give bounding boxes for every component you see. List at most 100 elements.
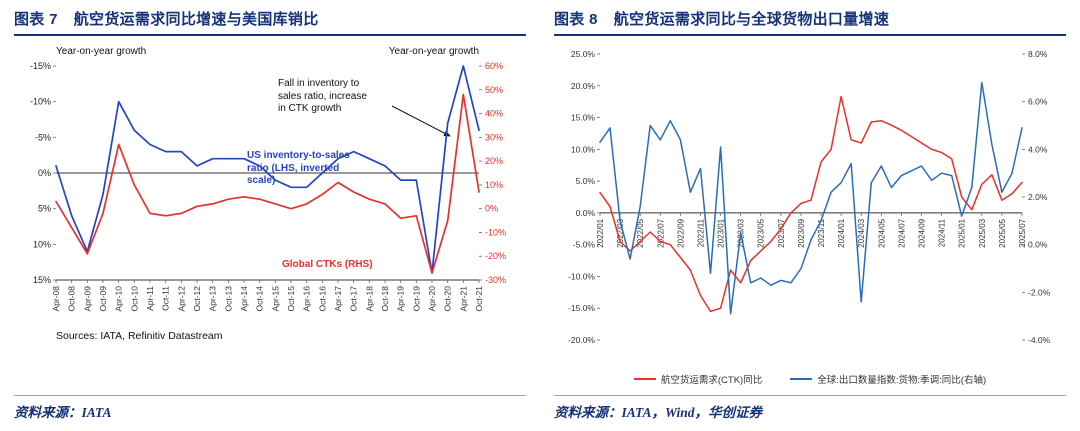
x-tick-label: 2023/01	[717, 218, 726, 247]
x-tick-label: 2022/09	[676, 218, 685, 247]
x-tick-label: Apr-08	[51, 286, 61, 312]
y-right-tick-label: -20%	[485, 251, 506, 261]
x-tick-label: Apr-14	[239, 286, 249, 312]
x-tick-label: 2022/03	[616, 218, 625, 247]
red-line-icon	[633, 378, 656, 380]
x-tick-label: 2022/05	[636, 218, 645, 247]
inventory-ctk-chart: Year-on-year growth Year-on-year growth …	[30, 46, 506, 312]
x-tick-label: Oct-16	[317, 286, 327, 312]
x-tick-label: Apr-15	[270, 286, 280, 312]
x-tick-label: Oct-08	[67, 286, 77, 312]
x-tick-label: Oct-19	[411, 286, 421, 312]
x-tick-label: Oct-20	[443, 286, 453, 312]
x-tick-label: 2025/05	[998, 218, 1007, 247]
x-tick-label: 2024/01	[837, 218, 846, 247]
y-left-tick-label: 5%	[38, 204, 51, 214]
x-tick-label: Oct-18	[380, 286, 390, 312]
legend-label-ctk: 航空货运需求(CTK)同比	[660, 375, 763, 386]
right-title-text: 航空货运需求同比与全球货物出口量增速	[613, 11, 890, 28]
x-tick-label: Oct-21	[474, 286, 484, 312]
right-panel-title: 图表 8 航空货运需求同比与全球货物出口量增速	[554, 8, 1066, 36]
legend-label-export: 全球:出口数量指数:货物:季调:同比(右轴)	[817, 375, 987, 386]
x-tick-label: Apr-11	[145, 286, 155, 311]
x-tick-label: Oct-15	[286, 286, 296, 312]
y-left-tick-label: -5.0%	[573, 240, 596, 250]
x-tick-label: 2025/01	[958, 218, 967, 247]
y-left-tick-label: 15%	[33, 275, 51, 285]
annotation-inventory-fall: Fall in inventory to sales ratio, increa…	[278, 78, 367, 114]
x-tick-label: Apr-12	[176, 286, 186, 312]
y-left-tick-label: 10.0%	[571, 144, 596, 154]
x-tick-label: 2024/03	[857, 218, 866, 247]
x-tick-label: 2023/09	[797, 218, 806, 247]
x-tick-label: Oct-11	[161, 286, 171, 311]
x-tick-label: Apr-10	[114, 286, 124, 312]
blue-line-icon	[790, 378, 813, 380]
right-chart-panel: 图表 8 航空货运需求同比与全球货物出口量增速 25.0% 20.0% 15.0% 10…	[540, 0, 1080, 431]
sources-note: Sources: IATA, Refinitiv Datastream	[56, 330, 223, 342]
x-tick-label: 2024/07	[897, 218, 906, 247]
y-right-tick-label: -10%	[485, 227, 506, 237]
x-tick-label: 2022/11	[696, 218, 705, 247]
right-title-prefix: 图表 8	[554, 11, 598, 28]
legend-item-ctk: 航空货运需求(CTK)同比	[633, 372, 763, 386]
y-right-tick-label: 30%	[485, 132, 503, 142]
label-us-inventory-series: US inventory-to-sales ratio (LHS, invert…	[247, 150, 350, 186]
x-tick-label: 2022/07	[656, 218, 665, 247]
left-axis-title: Year-on-year growth	[56, 46, 146, 57]
left-chart-panel: 图表 7 航空货运需求同比增速与美国库销比 Year-on-year growth…	[14, 8, 526, 421]
x-tick-label: Oct-13	[223, 286, 233, 312]
series-line-0	[599, 95, 1023, 313]
right-source-text: 资料来源：IATA，Wind，华创证券	[554, 405, 763, 420]
y-left-tick-label: -10%	[30, 97, 51, 107]
x-tick-label: Oct-14	[255, 286, 265, 312]
left-panel-title: 图表 7 航空货运需求同比增速与美国库销比	[14, 8, 526, 36]
y-left-tick-label: 25.0%	[571, 49, 596, 59]
y-right-tick-label: 40%	[485, 109, 503, 119]
y-right-tick-label: 6.0%	[1028, 97, 1048, 107]
x-tick-label: Oct-12	[192, 286, 202, 312]
x-tick-label: Oct-17	[349, 286, 359, 312]
x-tick-label: Apr-16	[302, 286, 312, 312]
x-tick-label: 2024/09	[918, 218, 927, 247]
y-left-tick-label: 10%	[33, 239, 51, 249]
y-right-tick-label: 50%	[485, 85, 503, 95]
x-tick-label: 2022/01	[596, 218, 605, 247]
y-left-tick-label: 15.0%	[571, 113, 596, 123]
y-right-tick-label: 10%	[485, 180, 503, 190]
series-line-1	[599, 81, 1023, 315]
x-tick-label: Apr-21	[458, 286, 468, 312]
x-tick-label: 2024/05	[877, 218, 886, 247]
y-left-tick-label: 0%	[38, 168, 51, 178]
x-tick-label: 2025/03	[978, 218, 987, 247]
y-left-tick-label: -10.0%	[568, 271, 595, 281]
x-tick-label: Apr-20	[427, 286, 437, 312]
y-left-tick-label: -15%	[30, 61, 51, 71]
chart2-legend: 航空货运需求(CTK)同比 全球:出口数量指数:货物:季调:同比(右轴)	[554, 372, 1066, 386]
left-source-text: 资料来源：IATA	[14, 405, 112, 420]
left-chart-area: Year-on-year growth Year-on-year growth …	[14, 40, 526, 328]
y-left-tick-label: -20.0%	[568, 335, 595, 345]
left-title-prefix: 图表 7	[14, 11, 58, 28]
y-right-tick-label: 2.0%	[1028, 192, 1048, 202]
x-tick-label: Apr-18	[364, 286, 374, 312]
y-right-tick-label: -4.0%	[1028, 335, 1051, 345]
ctk-export-chart: 25.0% 20.0% 15.0% 10.0% 5.0% 0.0% -5.0% -10.0% -…	[568, 49, 1051, 345]
x-tick-label: Apr-13	[208, 286, 218, 312]
y-right-tick-label: 60%	[485, 61, 503, 71]
right-footer: 资料来源：IATA，Wind，华创证券	[554, 395, 1066, 421]
series-line-1	[55, 93, 480, 274]
legend-item-export: 全球:出口数量指数:货物:季调:同比(右轴)	[790, 372, 986, 386]
annotation-arrow-icon	[391, 105, 451, 137]
left-title-text: 航空货运需求同比增速与美国库销比	[73, 11, 319, 28]
x-tick-label: Oct-10	[129, 286, 139, 312]
y-right-tick-label: 20%	[485, 156, 503, 166]
x-tick-label: Apr-19	[396, 286, 406, 312]
x-tick-label: 2023/11	[817, 218, 826, 247]
left-footer: 资料来源：IATA	[14, 395, 526, 421]
x-tick-label: 2025/07	[1018, 218, 1027, 247]
y-left-tick-label: 20.0%	[571, 81, 596, 91]
x-tick-label: 2023/05	[757, 218, 766, 247]
y-right-tick-label: -30%	[485, 275, 506, 285]
